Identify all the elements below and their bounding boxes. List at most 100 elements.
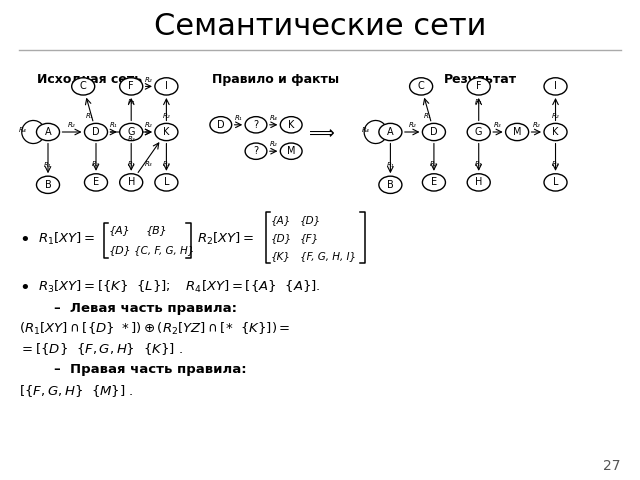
Text: {K}: {K} [271,251,291,261]
Text: –  Правая часть правила:: – Правая часть правила: [54,363,247,376]
Text: •: • [19,231,30,249]
Circle shape [84,174,108,191]
Text: R₃: R₃ [163,161,170,167]
Text: D: D [217,120,225,130]
Text: D: D [430,127,438,137]
Text: $(R_1[XY] \cap [\{D\}\ *]) \oplus (R_2[YZ] \cap [*\ \ \{K\}]) =$: $(R_1[XY] \cap [\{D\}\ *]) \oplus (R_2[Y… [19,321,291,337]
Text: R₁: R₁ [475,99,483,106]
Circle shape [410,78,433,95]
Text: Семантические сети: Семантические сети [154,12,486,41]
Text: $R_3[XY] = [\{K\}\ \ \{L\}];$   $R_4[XY] = [\{A\}\ \ \{A\}].$: $R_3[XY] = [\{K\}\ \ \{L\}];$ $R_4[XY] =… [38,279,321,295]
Text: R₁: R₁ [110,122,117,128]
Circle shape [467,174,490,191]
Circle shape [72,78,95,95]
Circle shape [120,123,143,141]
Text: Результат: Результат [444,72,516,86]
Circle shape [544,123,567,141]
Text: R₂: R₂ [68,122,76,128]
Text: R₂: R₂ [552,113,559,119]
Text: R₁: R₁ [387,162,394,168]
Text: R₃: R₃ [552,161,559,167]
Text: A: A [387,127,394,137]
Text: R₄: R₄ [362,127,369,132]
Text: {B}: {B} [146,226,168,235]
Text: ?: ? [253,146,259,156]
Text: R₃: R₃ [127,136,135,142]
Text: –  Левая часть правила:: – Левая часть правила: [54,301,237,315]
Text: E: E [93,178,99,187]
Text: C: C [418,82,424,91]
Circle shape [210,117,232,133]
Circle shape [544,174,567,191]
Text: ?: ? [253,120,259,130]
Text: M: M [513,127,522,137]
Circle shape [245,143,267,159]
Text: F: F [129,82,134,91]
Text: {F, G, H, I}: {F, G, H, I} [300,251,356,261]
Circle shape [155,174,178,191]
Text: R₃: R₃ [494,122,502,128]
Circle shape [120,78,143,95]
Circle shape [422,174,445,191]
Text: R₂: R₂ [145,77,152,83]
Text: C: C [80,82,86,91]
Circle shape [506,123,529,141]
Circle shape [544,78,567,95]
Circle shape [280,117,302,133]
Text: {D}: {D} [109,245,132,254]
Text: G: G [475,127,483,137]
Text: R₁: R₁ [127,161,135,167]
Text: L: L [553,178,558,187]
Text: R₁: R₁ [86,113,93,119]
Circle shape [467,123,490,141]
Circle shape [379,176,402,193]
Text: H: H [475,178,483,187]
Text: H: H [127,178,135,187]
Text: R₃: R₃ [145,161,152,167]
Text: Исходная сеть: Исходная сеть [37,72,142,86]
Text: B: B [387,180,394,190]
Text: R₁: R₁ [44,162,52,168]
Circle shape [467,78,490,95]
Text: D: D [92,127,100,137]
Text: ⟹: ⟹ [309,125,335,144]
Text: A: A [45,127,51,137]
Text: Правило и факты: Правило и факты [212,72,339,86]
Text: {D}: {D} [271,233,292,242]
Text: R₁: R₁ [127,99,135,106]
Text: {A}: {A} [109,226,131,235]
Text: R₂: R₂ [145,122,152,128]
Circle shape [155,78,178,95]
Circle shape [120,174,143,191]
Text: I: I [554,82,557,91]
Text: R₂: R₂ [532,122,540,128]
Text: {D}: {D} [300,216,321,225]
Text: R₂: R₂ [408,122,416,128]
Text: $= [\{D\}\ \ \{F, G, H\}\ \ \{K\}]\ .$: $= [\{D\}\ \ \{F, G, H\}\ \ \{K\}]\ .$ [19,341,183,358]
Text: R₁: R₁ [235,115,242,121]
Text: $R_2[XY] =$: $R_2[XY] =$ [197,231,254,247]
Text: R₂: R₂ [163,113,170,119]
Text: $R_1[XY] =$: $R_1[XY] =$ [38,231,95,247]
Circle shape [36,123,60,141]
Text: R₂: R₂ [430,161,438,167]
Text: R₂: R₂ [270,142,277,147]
Text: R₄: R₄ [270,115,277,121]
Text: {F}: {F} [300,233,319,242]
Circle shape [280,143,302,159]
Text: K: K [163,127,170,137]
Text: R₂: R₂ [92,161,100,167]
Text: 27: 27 [604,458,621,473]
Text: R₄: R₄ [19,127,27,132]
Text: {C, F, G, H}: {C, F, G, H} [134,245,195,254]
Text: G: G [127,127,135,137]
Text: R₁: R₁ [424,113,431,119]
Text: E: E [431,178,437,187]
Text: B: B [45,180,51,190]
Text: I: I [165,82,168,91]
Text: •: • [19,279,30,297]
Text: L: L [164,178,169,187]
Circle shape [84,123,108,141]
Text: {A}: {A} [271,216,291,225]
Circle shape [379,123,402,141]
